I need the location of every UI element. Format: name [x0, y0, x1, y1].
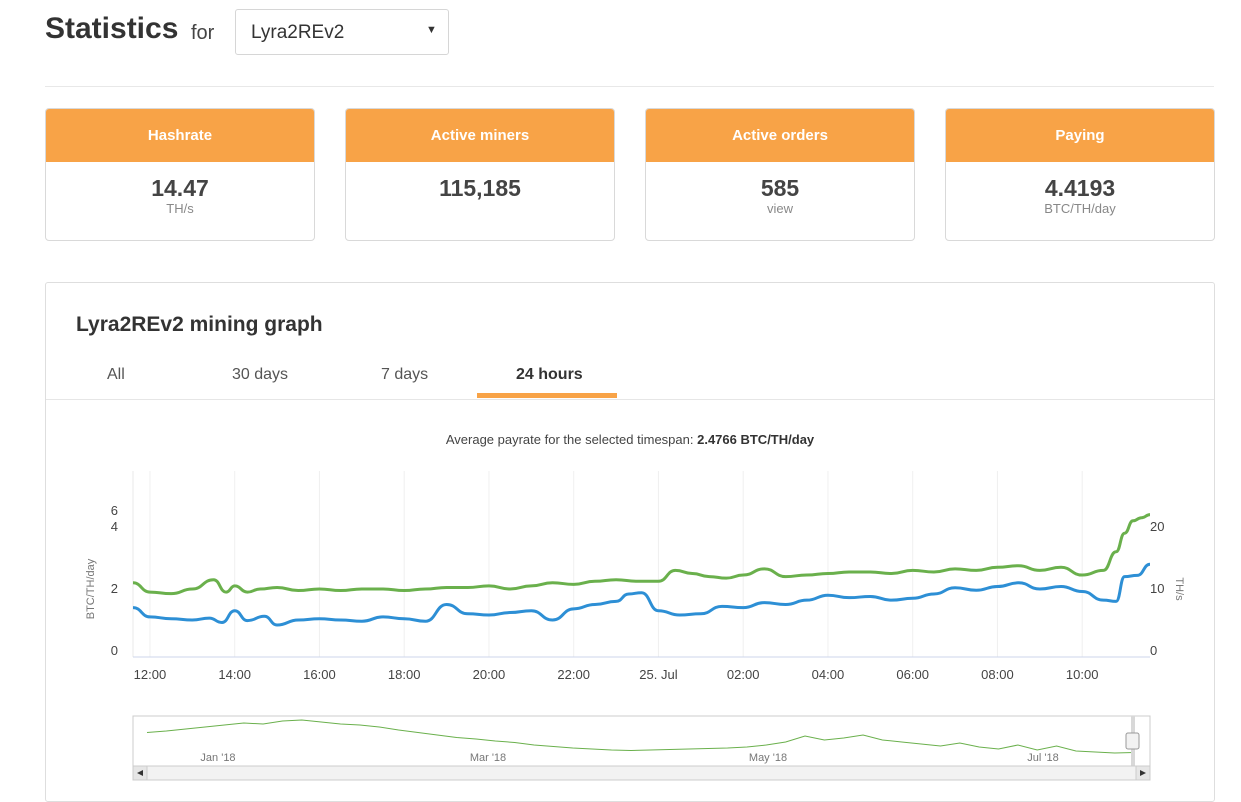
active-orders-card: Active orders 585 view [645, 108, 915, 241]
x-tick-label: 25. Jul [639, 667, 677, 682]
y-left-tick-label: 6 [111, 503, 118, 518]
navigator-tick-label: May '18 [749, 752, 787, 764]
algorithm-select[interactable]: Lyra2REv2 ▼ [235, 9, 449, 55]
card-label: Paying [946, 109, 1214, 162]
series-line-1 [132, 562, 1151, 627]
navigator-series-line [146, 719, 1135, 754]
y-right-axis-title: TH/s [1173, 577, 1185, 601]
x-tick-label: 20:00 [473, 667, 506, 682]
for-label: for [191, 22, 215, 44]
card-value: 14.47 [151, 175, 209, 201]
card-label: Active orders [646, 109, 914, 162]
average-payrate: Average payrate for the selected timespa… [46, 432, 1214, 447]
y-left-tick-label: 4 [111, 519, 118, 534]
active-miners-card: Active miners 115,185 [345, 108, 615, 241]
average-payrate-label: Average payrate for the selected timespa… [445, 432, 694, 447]
x-tick-label: 12:00 [134, 667, 167, 682]
tab-all[interactable]: All [107, 366, 125, 383]
card-value: 585 [760, 175, 800, 201]
paying-card: Paying 4.4193 BTC/TH/day [945, 108, 1215, 241]
scroll-right-arrow-icon [1140, 770, 1146, 776]
algorithm-select-value: Lyra2REv2 [251, 22, 345, 43]
card-label: Active miners [346, 109, 614, 162]
mining-chart[interactable]: 12:00 14:00 16:00 18:00 20:00 22:00 25. Jul 02:… [0, 0, 1241, 781]
y-left-tick-label: 2 [111, 581, 118, 596]
card-label: Hashrate [46, 109, 314, 162]
caret-down-icon: ▼ [426, 24, 437, 36]
x-tick-label: 06:00 [896, 667, 929, 682]
x-tick-label: 14:00 [218, 667, 251, 682]
page-title: Statistics [45, 12, 179, 45]
navigator-handle-icon[interactable] [1125, 732, 1140, 750]
x-tick-label: 08:00 [981, 667, 1014, 682]
navigator-tick-label: Jan '18 [200, 752, 235, 764]
x-tick-label: 04:00 [812, 667, 845, 682]
scrollbar-track [132, 765, 1151, 781]
tab-7-days[interactable]: 7 days [381, 366, 429, 383]
y-left-axis-title: BTC/TH/day [85, 558, 97, 619]
navigator-tick-label: Jul '18 [1027, 752, 1058, 764]
header-divider [45, 86, 1214, 87]
navigator-tick-label: Mar '18 [470, 752, 506, 764]
tab-30-days[interactable]: 30 days [232, 366, 289, 383]
series-line-0 [132, 513, 1151, 596]
y-right-tick-label: 10 [1150, 581, 1164, 596]
x-tick-label: 02:00 [727, 667, 760, 682]
x-tick-label: 10:00 [1066, 667, 1099, 682]
card-value: 4.4193 [1044, 175, 1116, 201]
scroll-left-arrow-icon [137, 770, 143, 776]
view-orders-link[interactable]: view [766, 201, 793, 216]
y-left-tick-label: 0 [111, 643, 118, 658]
tabs-divider [46, 399, 1214, 400]
active-tab-indicator [477, 393, 617, 398]
mining-graph-panel: Lyra2REv2 mining graph All 30 days 7 day… [45, 282, 1215, 802]
tab-24-hours[interactable]: 24 hours [516, 366, 583, 383]
graph-title: Lyra2REv2 mining graph [76, 313, 323, 336]
card-value: 115,185 [439, 175, 521, 201]
y-right-tick-label: 0 [1150, 643, 1157, 658]
hashrate-card: Hashrate 14.47 TH/s [45, 108, 315, 241]
x-tick-label: 22:00 [557, 667, 590, 682]
x-tick-label: 18:00 [388, 667, 421, 682]
x-tick-label: 16:00 [303, 667, 336, 682]
card-unit: BTC/TH/day [1044, 201, 1116, 216]
navigator-frame [132, 715, 1151, 767]
card-unit: TH/s [166, 201, 194, 216]
average-payrate-value: 2.4766 BTC/TH/day [697, 432, 815, 447]
y-right-tick-label: 20 [1150, 519, 1164, 534]
